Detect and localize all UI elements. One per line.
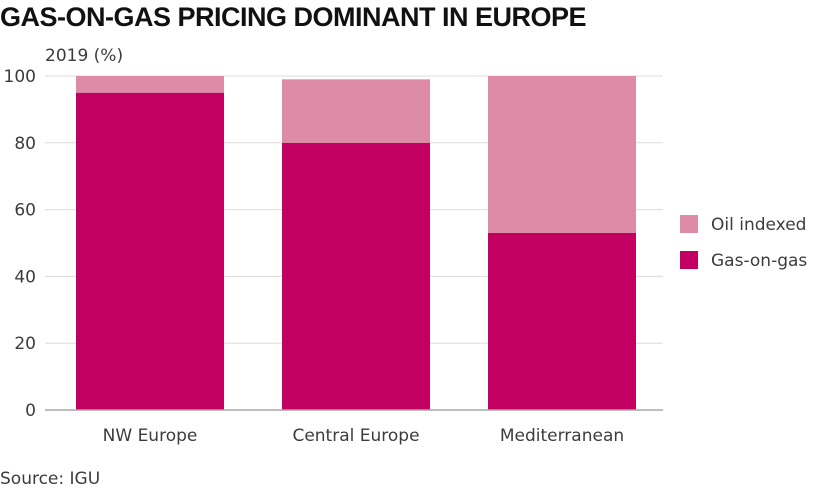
legend-swatch-gas-on-gas: [680, 251, 698, 269]
bar-mediterranean-gas-on-gas: [488, 232, 636, 410]
legend-swatch-oil-indexed: [680, 215, 698, 233]
bar-central-europe-gas-on-gas: [282, 142, 430, 411]
bar-central-europe-oil-indexed: [282, 79, 430, 143]
bar-nw-europe-gas-on-gas: [76, 92, 224, 410]
bars: [76, 76, 636, 411]
source-note: Source: IGU: [0, 469, 101, 489]
legend-label-oil-indexed: Oil indexed: [711, 215, 806, 235]
y-tick-label-80: 80: [14, 134, 36, 154]
unit-label: 2019 (%): [45, 46, 124, 66]
x-axis-labels: NW Europe Central Europe Mediterranean: [103, 426, 625, 446]
bar-mediterranean-oil-indexed: [488, 76, 636, 233]
y-tick-label-0: 0: [25, 401, 36, 421]
y-tick-label-60: 60: [14, 201, 36, 221]
x-tick-label-nw-europe: NW Europe: [103, 426, 198, 446]
legend: Oil indexed Gas-on-gas: [680, 215, 807, 271]
y-tick-label-20: 20: [14, 334, 36, 354]
y-tick-label-100: 100: [4, 67, 36, 87]
x-tick-label-central-europe: Central Europe: [292, 426, 419, 446]
chart-title: GAS-ON-GAS PRICING DOMINANT IN EUROPE: [0, 2, 587, 32]
y-tick-label-40: 40: [14, 267, 36, 287]
x-tick-label-mediterranean: Mediterranean: [500, 426, 624, 446]
legend-label-gas-on-gas: Gas-on-gas: [711, 251, 807, 271]
y-axis-ticks: 0 20 40 60 80 100: [4, 67, 36, 421]
bar-nw-europe-oil-indexed: [76, 76, 224, 93]
